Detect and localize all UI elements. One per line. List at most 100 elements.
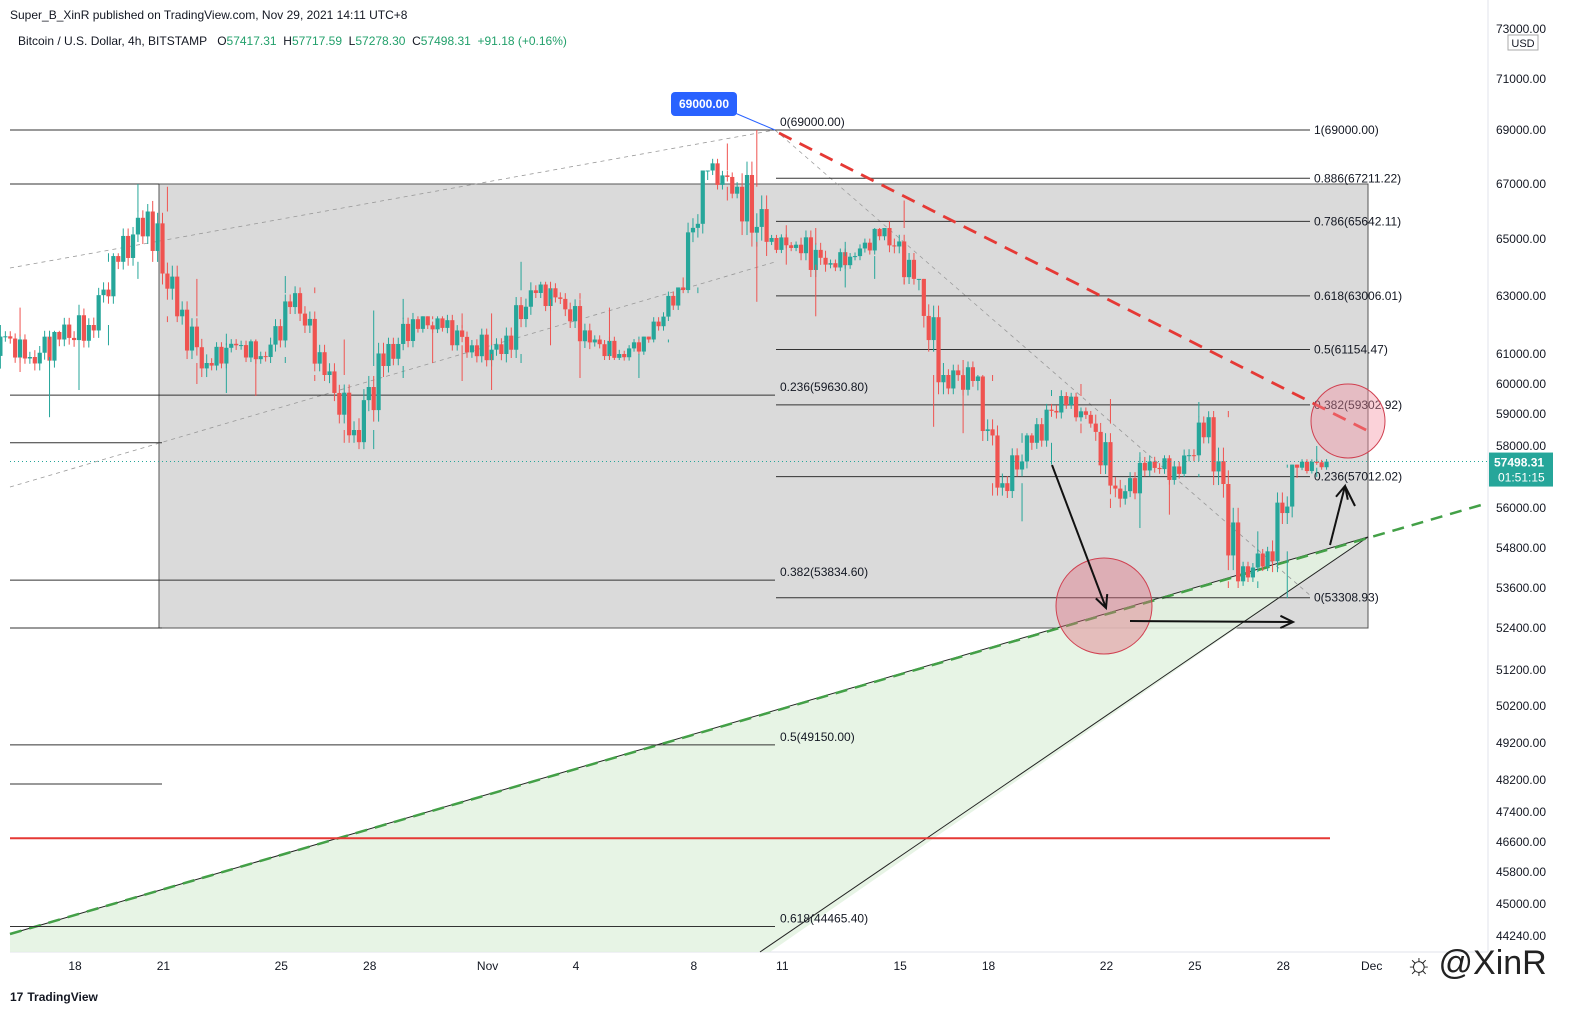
candle-body: [366, 387, 371, 401]
candle-body: [754, 226, 759, 233]
candle-body: [150, 211, 155, 251]
candle-body: [1064, 396, 1069, 406]
tradingview-brand[interactable]: 17 TradingView: [10, 990, 98, 1004]
candle-body: [931, 317, 936, 341]
candle-body: [435, 318, 440, 330]
candle-body: [1162, 458, 1167, 470]
candle-body: [936, 317, 941, 383]
x-tick-label: 28: [1277, 959, 1291, 973]
candle-body: [342, 392, 347, 415]
candle-body: [1167, 458, 1172, 480]
candle-body: [857, 248, 863, 257]
candle-body: [1034, 424, 1039, 443]
candle-body: [828, 263, 833, 265]
candle-body: [813, 249, 818, 270]
candle-body: [1083, 411, 1088, 415]
candle-body: [769, 237, 774, 242]
candle-body: [577, 306, 583, 342]
candle-body: [67, 324, 72, 338]
candle-body: [297, 293, 303, 314]
candle-body: [1226, 484, 1231, 556]
candle-body: [376, 353, 381, 411]
candle-body: [499, 344, 504, 354]
candle-body: [386, 343, 391, 366]
channel-lower-dashed: [9, 261, 776, 488]
y-tick-label: 45000.00: [1496, 897, 1546, 911]
candle-body: [705, 170, 710, 172]
candle-body: [877, 228, 882, 237]
candle-body: [52, 331, 57, 361]
candle-body: [180, 309, 185, 317]
candle-body: [42, 336, 47, 353]
fib-level-label: 1(69000.00): [1314, 123, 1379, 137]
candle-body: [62, 324, 67, 340]
y-tick-label: 44240.00: [1496, 929, 1546, 943]
candle-body: [941, 375, 946, 383]
candle-body: [956, 370, 961, 376]
y-tick-label: 61000.00: [1496, 347, 1546, 361]
candle-body: [1299, 461, 1305, 468]
candle-body: [921, 278, 926, 316]
fib-level-label: 0.236(57012.02): [1314, 470, 1402, 484]
candle-body: [823, 257, 828, 265]
candle-body: [81, 315, 86, 341]
candle-body: [838, 252, 843, 268]
y-tick-top: 73000.00: [1496, 22, 1546, 36]
candle-body: [3, 336, 8, 338]
candle-body: [234, 343, 239, 346]
candle-body: [1093, 423, 1098, 432]
candle-body: [720, 175, 725, 185]
candle-body: [322, 352, 327, 375]
down-arrow-head: [1095, 593, 1109, 611]
candle-body: [425, 316, 430, 326]
candle-body: [848, 256, 853, 266]
candle-body: [135, 217, 141, 235]
candle-body: [430, 325, 435, 330]
candle-body: [538, 284, 543, 293]
candle-body: [676, 287, 681, 306]
fib-left-label: 0.236(59630.80): [780, 380, 868, 394]
x-tick-label: 18: [982, 959, 996, 973]
candle-body: [351, 430, 357, 436]
candle-body: [347, 392, 352, 436]
candle-body: [1059, 396, 1064, 413]
candle-body: [798, 244, 804, 254]
candle-body: [440, 318, 445, 328]
candle-body: [1196, 422, 1201, 456]
candle-body: [111, 256, 116, 297]
candle-body: [1000, 483, 1005, 488]
candle-body: [1015, 455, 1020, 470]
candle-body: [975, 376, 980, 381]
candle-body: [1044, 409, 1049, 441]
candle-body: [460, 330, 465, 337]
y-tick-label: 53600.00: [1496, 581, 1546, 595]
candle-body: [803, 237, 809, 254]
candle-body: [970, 367, 975, 381]
candle-body: [627, 348, 632, 358]
current-price-tag: [1489, 452, 1553, 487]
candle-body: [1314, 461, 1319, 463]
candle-body: [337, 392, 342, 415]
x-tick-label: 22: [1100, 959, 1114, 973]
x-tick-label: Nov: [477, 959, 498, 973]
candle-body: [381, 353, 386, 366]
candle-body: [1010, 455, 1015, 492]
y-tick-label: 71000.00: [1496, 72, 1546, 86]
candle-body: [17, 339, 23, 358]
x-tick-label: 25: [275, 959, 289, 973]
candle-body: [1177, 466, 1182, 474]
candle-body: [22, 339, 28, 359]
candle-body: [116, 256, 121, 262]
watermark-text: @XinR: [1438, 944, 1547, 982]
candle-body: [528, 290, 533, 307]
candle-body: [622, 354, 627, 358]
high-value: 57717.59: [291, 34, 342, 48]
candle-body: [229, 343, 234, 348]
candle-body: [980, 376, 985, 432]
candle-body: [1245, 566, 1251, 578]
candle-body: [130, 234, 136, 258]
open-label: O: [217, 34, 227, 48]
y-tick-label: 59000.00: [1496, 407, 1546, 421]
candle-body: [184, 309, 190, 351]
